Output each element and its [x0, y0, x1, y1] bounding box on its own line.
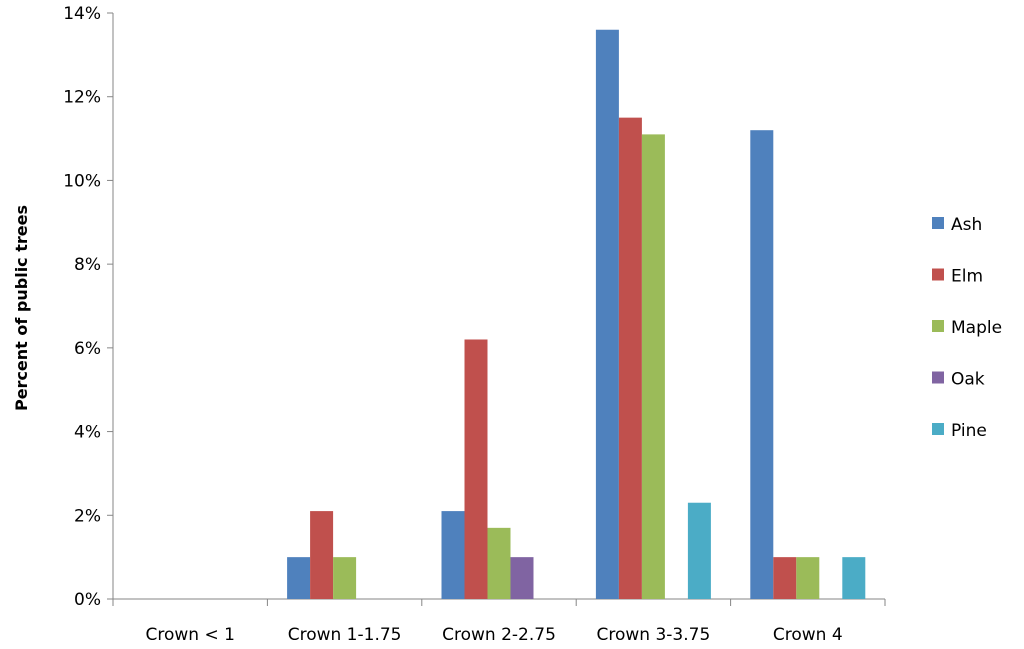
- y-tick-label: 14%: [63, 4, 101, 24]
- axes: 0% 2% 4% 6% 8% 10% 12% 14% Crown < 1 Crown 1-1.75…: [63, 4, 886, 645]
- y-tick-label: 4%: [74, 423, 101, 443]
- bar-oak: [510, 557, 534, 599]
- legend-swatch-ash: [932, 217, 944, 229]
- x-category-label: Crown 2-2.75: [442, 625, 556, 645]
- bar-elm: [464, 339, 488, 599]
- bar-maple: [487, 527, 511, 599]
- y-tick-label: 8%: [74, 255, 101, 275]
- legend-label-pine: Pine: [951, 421, 987, 441]
- bar-pine: [687, 502, 711, 599]
- bar-ash: [441, 511, 465, 599]
- bars: [287, 29, 866, 600]
- bar-elm: [310, 511, 334, 599]
- bar-pine: [842, 557, 866, 599]
- legend-swatch-elm: [932, 268, 944, 281]
- bar-elm: [618, 117, 642, 600]
- bar-ash: [750, 130, 774, 599]
- bar-ash: [287, 557, 311, 599]
- x-category-label: Crown 1-1.75: [288, 625, 402, 645]
- y-axis-label: Percent of public trees: [12, 205, 31, 411]
- legend-swatch-maple: [932, 320, 944, 332]
- legend-label-ash: Ash: [951, 215, 982, 235]
- bar-maple: [333, 557, 357, 599]
- x-category-label: Crown 3-3.75: [597, 625, 711, 645]
- legend: Ash Elm Maple Oak Pine: [932, 215, 1002, 441]
- y-tick-label: 10%: [63, 171, 101, 191]
- legend-label-elm: Elm: [951, 267, 983, 287]
- y-tick-label: 6%: [74, 339, 101, 359]
- x-category-label: Crown 4: [773, 625, 843, 645]
- bar-elm: [773, 557, 797, 599]
- legend-label-maple: Maple: [951, 318, 1002, 338]
- y-tick-label: 0%: [74, 590, 101, 610]
- x-category-label: Crown < 1: [145, 625, 234, 645]
- bar-maple: [796, 557, 820, 599]
- y-tick-label: 2%: [74, 506, 101, 526]
- legend-swatch-oak: [932, 371, 944, 384]
- bar-ash: [595, 29, 619, 599]
- y-tick-label: 12%: [63, 88, 101, 108]
- legend-swatch-pine: [932, 423, 944, 435]
- bar-maple: [641, 134, 665, 599]
- legend-label-oak: Oak: [951, 370, 985, 390]
